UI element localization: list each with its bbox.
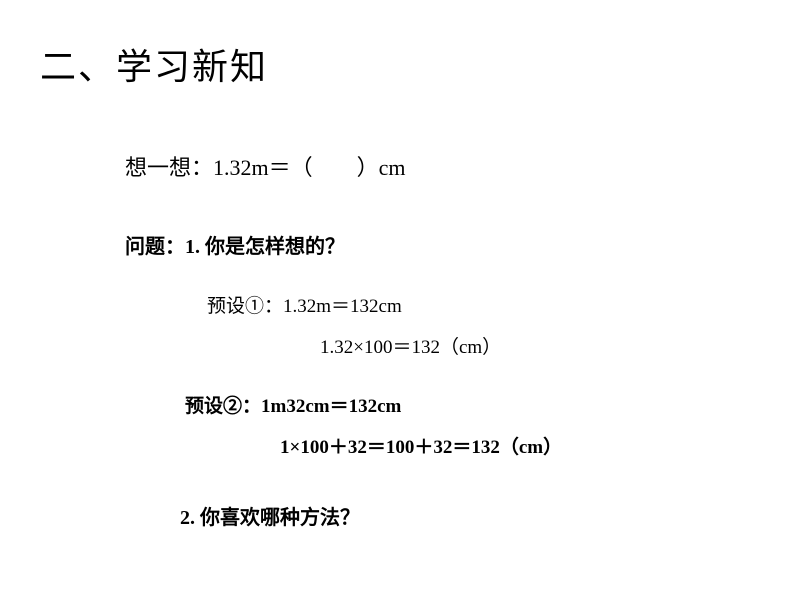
preset-2-calculation: 1×100＋32＝100＋32＝132（cm） <box>280 432 725 459</box>
question-1: 问题：1. 你是怎样想的？ <box>125 230 725 259</box>
preset-2-label: 预设②：1m32cm＝132cm <box>185 391 725 418</box>
think-prompt: 想一想：1.32m＝（ ）cm <box>125 150 725 182</box>
content-area: 想一想：1.32m＝（ ）cm 问题：1. 你是怎样想的？ 预设①：1.32m＝… <box>125 150 725 530</box>
question-2: 2. 你喜欢哪种方法？ <box>180 501 725 530</box>
preset-1-calculation: 1.32×100＝132（cm） <box>320 332 725 359</box>
page-title: 二、学习新知 <box>40 38 268 90</box>
preset-1-label: 预设①：1.32m＝132cm <box>207 291 725 318</box>
